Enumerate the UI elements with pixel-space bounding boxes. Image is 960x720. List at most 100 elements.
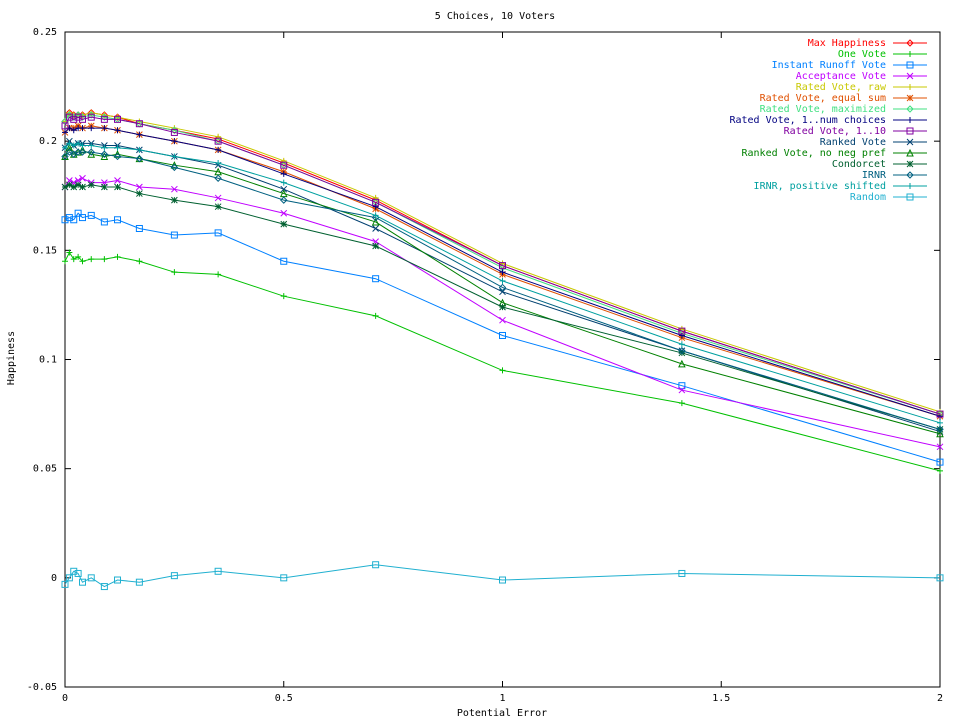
data-point [936, 410, 944, 418]
data-point [114, 183, 121, 191]
data-point [936, 574, 944, 582]
data-point [61, 580, 69, 588]
data-point [65, 113, 73, 121]
data-point [280, 257, 288, 265]
data-point [70, 216, 78, 224]
data-point [214, 194, 222, 202]
data-point [101, 183, 108, 191]
y-axis-label: Happiness [6, 331, 17, 385]
data-point [678, 382, 686, 390]
data-point [79, 174, 86, 182]
legend-marker [906, 94, 914, 102]
data-point [170, 163, 179, 172]
data-point [214, 203, 222, 211]
y-tick-label: 0.15 [33, 245, 57, 256]
data-point [87, 211, 95, 219]
data-point [100, 111, 109, 119]
data-point [937, 413, 943, 420]
data-point [215, 146, 222, 153]
data-point [62, 258, 68, 265]
series-line [64, 177, 941, 448]
data-point [70, 115, 78, 123]
legend-label: Random [850, 192, 886, 203]
data-point [280, 196, 288, 204]
data-point [280, 161, 288, 169]
data-point [114, 127, 121, 134]
data-point [215, 160, 222, 166]
data-point [280, 293, 287, 300]
data-point [101, 256, 108, 263]
data-point [499, 269, 506, 276]
data-point [171, 185, 178, 193]
data-point [74, 569, 82, 577]
data-point [78, 148, 87, 156]
data-point [372, 561, 380, 569]
data-point [372, 212, 379, 219]
data-point [936, 458, 944, 466]
data-point [135, 225, 143, 232]
legend-label: Ranked Vote [820, 137, 886, 148]
data-point [936, 425, 944, 434]
data-point [114, 253, 121, 260]
data-point [372, 312, 379, 319]
legend-label: Instant Runoff Vote [772, 60, 886, 71]
legend-marker [906, 193, 914, 201]
data-point [79, 115, 86, 123]
y-tick-label: 0.2 [39, 136, 57, 147]
legend-marker [906, 72, 914, 80]
data-point [114, 177, 121, 184]
data-point [678, 386, 686, 394]
data-point [214, 174, 222, 182]
series-line [64, 212, 941, 463]
data-point [214, 229, 222, 237]
data-point [100, 115, 108, 123]
legend-marker [906, 171, 914, 179]
data-point [372, 203, 379, 210]
data-point [678, 569, 686, 577]
data-point [135, 578, 143, 586]
legend-marker [907, 117, 913, 123]
x-tick-label: 1 [499, 693, 505, 704]
y-tick-label: 0 [51, 573, 57, 584]
series-one-vote [62, 249, 943, 474]
series-irnr [61, 148, 944, 434]
x-axis-label: Potential Error [457, 708, 547, 719]
legend-marker [906, 160, 914, 168]
legend-marker [906, 39, 914, 47]
data-point [66, 249, 73, 256]
data-point [372, 194, 379, 201]
data-point [79, 258, 86, 265]
data-point [678, 359, 686, 368]
data-point [66, 181, 73, 189]
legend-label: Acceptance Vote [796, 71, 886, 82]
series-acceptance-vote [61, 174, 944, 451]
data-point [114, 144, 121, 151]
data-point [61, 216, 69, 224]
legend-label: Condorcet [832, 159, 886, 170]
data-point [372, 225, 379, 232]
data-point [79, 183, 86, 191]
data-point [114, 576, 121, 584]
data-point [87, 574, 95, 582]
data-point [499, 303, 506, 311]
data-point [280, 157, 287, 164]
data-point [280, 574, 288, 582]
data-point [136, 258, 143, 265]
axis-ticks: -0.05 0 0.05 0.1 0.15 0.2 0.25 0 0.5 1 1.5 2 [27, 27, 943, 704]
data-point [114, 115, 121, 123]
data-point [280, 220, 288, 228]
data-point [171, 269, 178, 276]
data-point [70, 567, 78, 575]
data-point [75, 140, 82, 147]
data-point [114, 216, 121, 224]
data-point [88, 125, 95, 132]
data-point [678, 347, 686, 355]
legend-label: Rated Vote, 1..10 [784, 126, 886, 137]
data-point [62, 144, 68, 151]
data-point [100, 218, 108, 226]
series-line [64, 564, 941, 588]
data-point [499, 288, 506, 296]
legend-label: One Vote [838, 49, 886, 60]
data-point [136, 131, 143, 138]
